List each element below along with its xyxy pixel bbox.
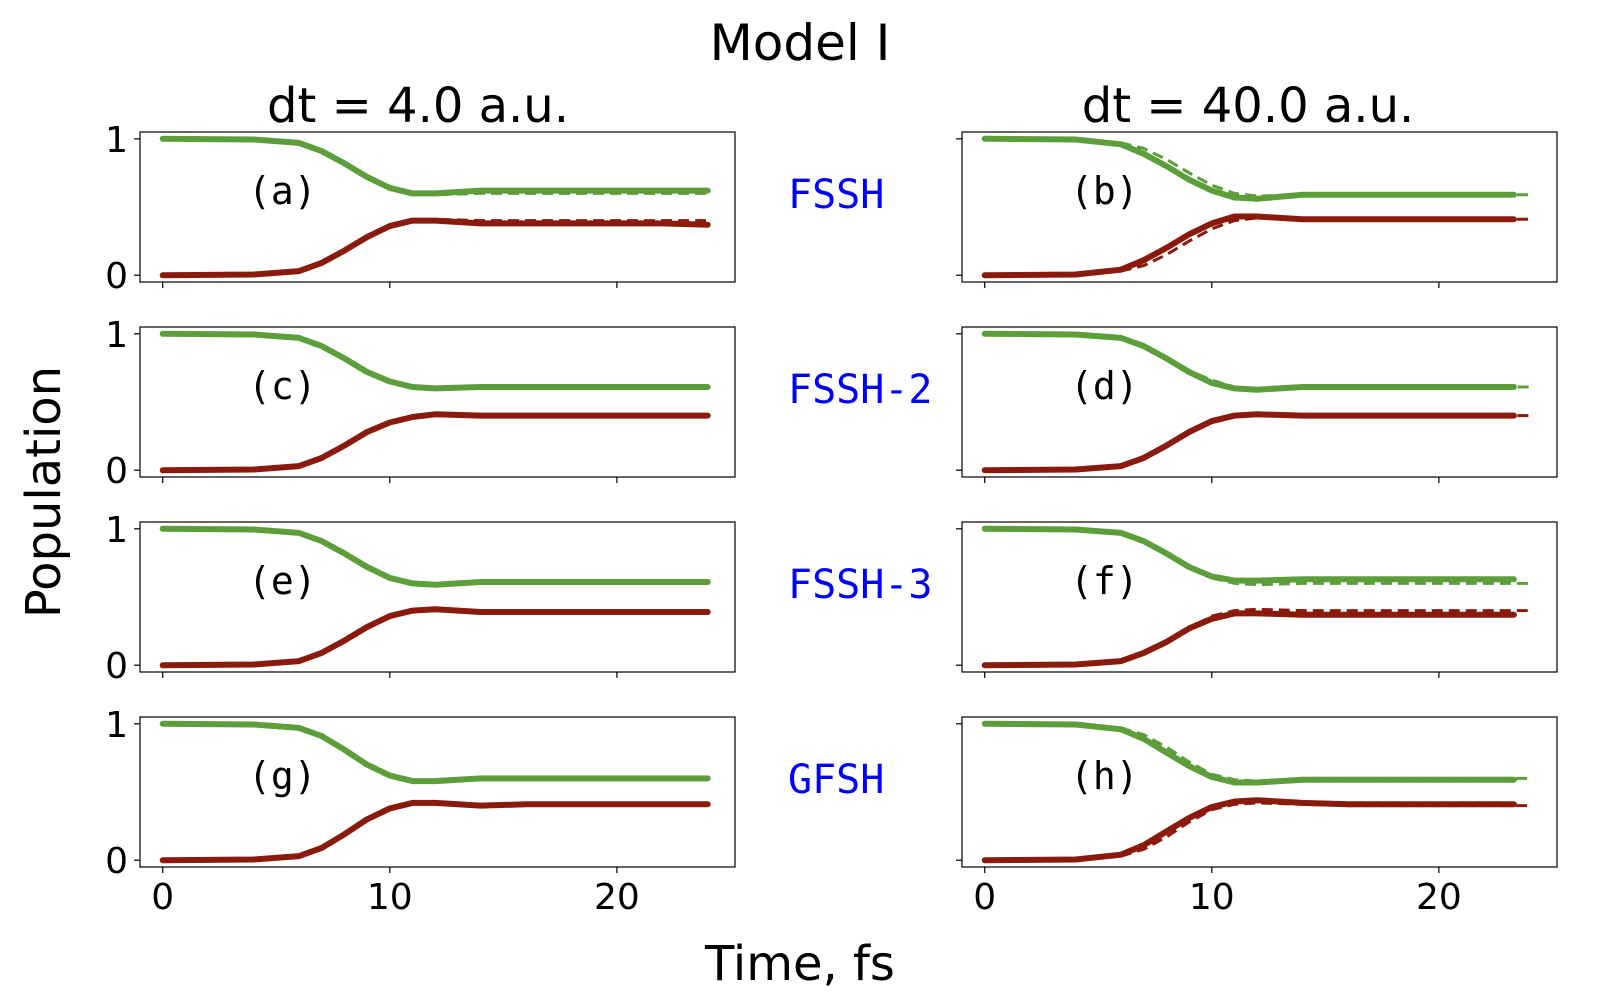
axes-frame — [139, 521, 736, 673]
series-line-upper-state-solid — [159, 135, 711, 197]
y-tick-label: 1 — [105, 120, 128, 161]
series-line-upper-state-solid — [159, 525, 711, 588]
panel-label: (h) — [1070, 754, 1139, 798]
series-line-lower-state-dashed — [984, 216, 1530, 277]
panel-label: (b) — [1070, 169, 1139, 213]
x-tick-label: 20 — [1416, 877, 1462, 918]
column-title-left: dt = 4.0 a.u. — [267, 78, 569, 134]
series-line-lower-state-solid — [159, 606, 711, 669]
series-line-lower-state-solid — [159, 217, 711, 279]
method-label-fssh: FSSH — [788, 172, 884, 218]
y-tick-label: 0 — [105, 256, 128, 297]
subplot-e: 0 1 (e) — [105, 510, 736, 687]
y-tick-label: 1 — [105, 705, 128, 746]
x-tick-label: 20 — [594, 877, 640, 918]
series-line-upper-state-dashed — [984, 137, 1530, 198]
series-line-upper-state-dashed — [162, 137, 708, 197]
series-line-lower-state-solid — [981, 411, 1517, 474]
series-line-lower-state-solid — [981, 610, 1517, 669]
panel-label: (f) — [1070, 559, 1139, 603]
x-axis-label: Time, fs — [704, 936, 895, 992]
subplot-c: 0 1 (c) — [105, 315, 736, 492]
y-tick-label: 1 — [105, 315, 128, 356]
y-tick-label: 1 — [105, 510, 128, 551]
axes-frame — [961, 521, 1558, 673]
series-line-upper-state-dashed — [984, 527, 1530, 587]
series-line-upper-state-dashed — [162, 722, 708, 783]
subplot-a: 0 1 (a) — [105, 120, 736, 297]
axes-frame — [961, 131, 1558, 283]
x-tick-label: 0 — [973, 877, 996, 918]
series-line-lower-state-solid — [159, 411, 711, 474]
method-label-fssh-2: FSSH-2 — [788, 367, 933, 413]
series-line-lower-state-dashed — [984, 607, 1530, 667]
panel-label: (g) — [248, 754, 317, 798]
panel-label: (e) — [248, 559, 317, 603]
series-line-lower-state-dashed — [162, 801, 708, 862]
y-tick-label: 0 — [105, 646, 128, 687]
panel-label: (d) — [1070, 364, 1139, 408]
series-line-lower-state-dashed — [162, 607, 708, 667]
axes-frame — [961, 716, 1558, 868]
axes-frame — [139, 716, 736, 868]
subplot-f: (f) — [956, 521, 1558, 678]
series-line-upper-state-solid — [981, 720, 1517, 786]
series-line-upper-state-solid — [981, 330, 1517, 393]
series-line-upper-state-dashed — [984, 722, 1530, 783]
series-line-upper-state-dashed — [984, 332, 1530, 390]
panel-label: (c) — [248, 364, 317, 408]
figure-title: Model I — [710, 14, 891, 72]
subplot-d: (d) — [956, 326, 1558, 483]
method-label-gfsh: GFSH — [788, 757, 884, 803]
x-tick-label: 10 — [367, 877, 413, 918]
series-line-lower-state-solid — [981, 797, 1517, 864]
x-tick-label: 0 — [151, 877, 174, 918]
y-tick-label: 0 — [105, 451, 128, 492]
y-axis-label: Population — [16, 366, 72, 618]
axes-frame — [139, 326, 736, 478]
series-line-upper-state-solid — [159, 330, 711, 392]
series-line-lower-state-dashed — [984, 801, 1530, 862]
method-label-fssh-3: FSSH-3 — [788, 562, 933, 608]
subplot-b: (b) — [956, 131, 1558, 288]
series-line-upper-state-dashed — [162, 527, 708, 587]
subplot-grid: 0 1 (a) (b) 0 1 (c) (d) 0 1 (e) (f) 0 10 20 0 1 (g) 0 10 20 (… — [105, 120, 1558, 918]
series-line-lower-state-dashed — [162, 412, 708, 472]
subplot-h: 0 10 20 (h) — [956, 716, 1558, 918]
axes-frame — [961, 326, 1558, 478]
series-line-upper-state-solid — [981, 135, 1517, 202]
panel-label: (a) — [248, 169, 317, 213]
series-line-lower-state-dashed — [984, 412, 1530, 472]
column-title-right: dt = 40.0 a.u. — [1082, 78, 1415, 134]
series-line-upper-state-dashed — [162, 332, 708, 390]
series-line-upper-state-solid — [981, 525, 1517, 584]
series-line-upper-state-solid — [159, 720, 711, 785]
series-line-lower-state-solid — [159, 799, 711, 864]
y-tick-label: 0 — [105, 841, 128, 882]
series-line-lower-state-solid — [981, 213, 1517, 279]
axes-frame — [139, 131, 736, 283]
series-line-lower-state-dashed — [162, 217, 708, 277]
subplot-g: 0 10 20 0 1 (g) — [105, 705, 736, 918]
x-tick-label: 10 — [1189, 877, 1235, 918]
